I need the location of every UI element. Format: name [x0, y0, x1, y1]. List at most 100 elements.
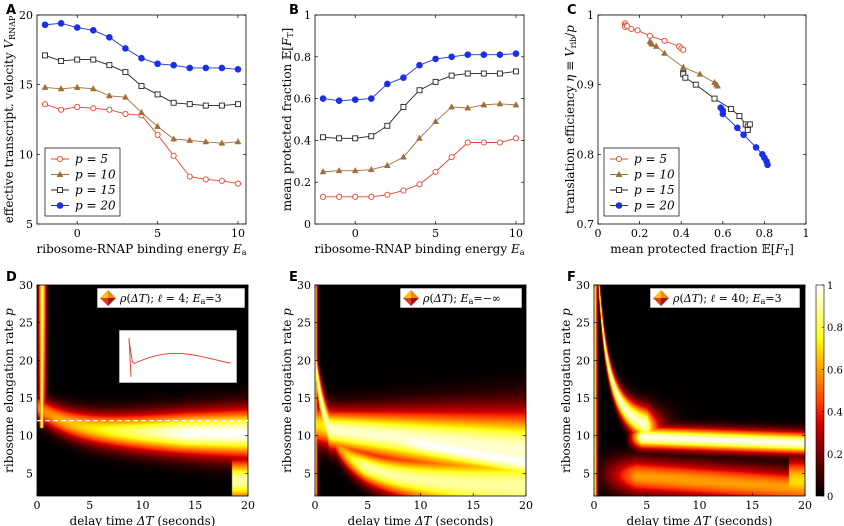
data-point	[335, 97, 343, 104]
y-tick-label: 0	[304, 218, 311, 231]
data-point	[740, 131, 747, 139]
data-point	[58, 106, 65, 113]
x-tick-label: 0.8	[756, 227, 774, 240]
data-point	[170, 135, 178, 142]
data-point	[432, 117, 440, 125]
x-tick-label: 1	[803, 227, 810, 240]
data-point	[186, 64, 194, 72]
data-point	[106, 62, 113, 69]
data-point	[512, 101, 520, 108]
panel-letter-c: C	[567, 3, 577, 18]
y-tick-label: 20	[19, 9, 33, 22]
y-tick-label: 10	[19, 430, 33, 443]
legend-label: p = 10	[75, 168, 116, 182]
y-tick-label: 20	[19, 354, 33, 367]
data-point	[734, 124, 741, 132]
y-tick-label: 0.2	[294, 176, 312, 189]
data-point	[218, 177, 225, 184]
data-point	[384, 191, 391, 198]
y-tick-label: 0.6	[294, 93, 312, 106]
data-point	[383, 161, 391, 168]
legend-swatch	[411, 298, 419, 306]
data-point	[416, 87, 423, 94]
data-point	[170, 61, 177, 69]
panel-f: 0 5 10 15 20 5 10 15 20 25 30 delay time ΔT (second…	[559, 279, 812, 526]
y-tick-label: 20	[297, 354, 311, 367]
legend-label: ρ(ΔT); ℓ = 40; Ea=3	[672, 292, 782, 306]
data-point	[368, 193, 375, 200]
data-point	[400, 74, 407, 81]
heatmap-image	[37, 285, 248, 496]
x-tick-label: 0.2	[631, 227, 649, 240]
data-point	[154, 60, 161, 68]
data-point	[432, 168, 439, 175]
panel-c: 0 0.2 0.4 0.6 0.8 1 0.7 0.8 0.9 1 mean protected f…	[563, 9, 810, 257]
legend-swatch	[403, 298, 411, 306]
axes-frame	[36, 14, 247, 225]
data-point	[692, 81, 699, 88]
legend-swatch	[653, 290, 661, 298]
data-point	[448, 53, 455, 61]
data-point	[138, 54, 145, 62]
data-point	[89, 27, 97, 34]
data-point	[646, 32, 654, 39]
data-point	[384, 80, 391, 88]
x-tick-label: 10	[693, 499, 707, 512]
data-point	[41, 83, 49, 90]
y-tick-label: 0.4	[294, 134, 312, 147]
colorbar-tick-label: 0.6	[827, 365, 843, 376]
data-point	[335, 166, 343, 174]
data-point	[652, 42, 660, 49]
x-tick-label: 5	[364, 499, 371, 512]
x-axis-label: delay time ΔT (seconds)	[627, 514, 773, 526]
legend-label: ρ(ΔT); ℓ = 4; Ea=3	[119, 292, 222, 306]
data-point	[615, 155, 623, 163]
data-point	[512, 50, 520, 57]
y-tick-label: 0.8	[577, 148, 595, 161]
panel-letter-d: D	[6, 270, 17, 285]
data-point	[235, 101, 241, 108]
y-tick-label: 5	[26, 467, 33, 480]
data-point	[448, 103, 456, 110]
x-tick-label: 0	[595, 227, 602, 240]
y-tick-label: 30	[297, 279, 311, 292]
y-tick-label: 0.8	[294, 51, 312, 64]
x-axis-label: ribosome-RNAP binding energy Ea	[315, 242, 525, 257]
data-point	[648, 40, 656, 47]
data-point	[186, 173, 193, 180]
y-tick-label: 1	[304, 9, 311, 22]
data-point	[384, 122, 391, 129]
data-point	[57, 187, 63, 193]
data-point	[351, 96, 359, 103]
inset-x-label: ΔT	[170, 387, 186, 400]
inset-spike	[128, 337, 132, 378]
data-point	[218, 64, 226, 72]
data-point	[496, 139, 503, 146]
colorbar: 0 0.2 0.4 0.6 0.8 1	[815, 281, 843, 503]
x-tick-label: 20	[798, 499, 812, 512]
colorbar-tick-label: 1	[827, 281, 833, 292]
data-point	[480, 70, 487, 77]
data-point	[696, 70, 704, 77]
data-point	[170, 152, 177, 159]
heatmap-image	[315, 285, 526, 496]
data-point	[464, 70, 471, 77]
panel-letter-e: E	[289, 270, 298, 285]
x-tick-label: 5	[154, 227, 161, 240]
data-point	[480, 101, 488, 108]
data-point	[42, 52, 48, 59]
data-point	[234, 138, 242, 145]
data-point	[464, 139, 471, 146]
data-point	[73, 83, 81, 90]
data-point	[90, 56, 97, 63]
data-point	[56, 202, 64, 209]
data-point	[73, 24, 81, 31]
data-point	[319, 95, 327, 102]
x-axis-label: delay time ΔT (seconds)	[70, 514, 216, 526]
data-point	[106, 106, 113, 113]
data-point	[416, 134, 423, 141]
series-line	[323, 137, 517, 198]
data-point	[416, 181, 423, 188]
x-tick-label: 10	[136, 499, 150, 512]
